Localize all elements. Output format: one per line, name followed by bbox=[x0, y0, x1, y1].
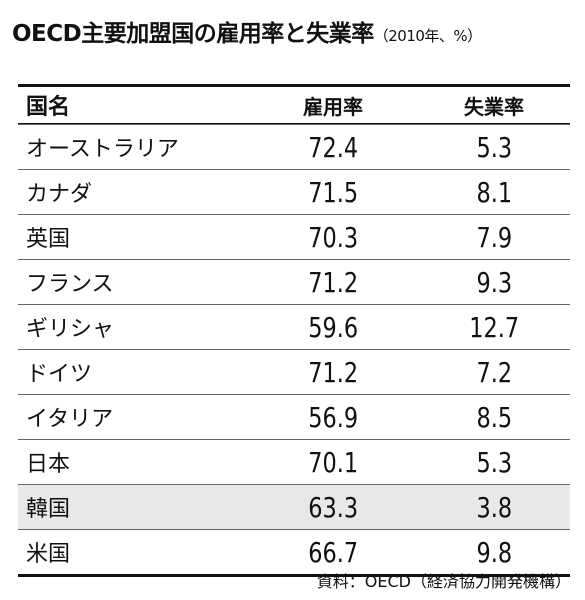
column-header: 失業率 bbox=[464, 94, 524, 119]
table-row: ドイツ 71.2 7.2 bbox=[18, 349, 570, 394]
table-row: ギリシャ 59.6 12.7 bbox=[18, 304, 570, 349]
country-name: 英国 bbox=[26, 227, 71, 252]
table-cell: 56.9 bbox=[218, 401, 398, 434]
cell-value: 66.7 bbox=[308, 535, 358, 569]
country-name: ギリシャ bbox=[26, 317, 115, 342]
cell-value: 8.5 bbox=[476, 400, 512, 434]
cell-value: 3.8 bbox=[476, 490, 512, 524]
table-cell: ギリシャ bbox=[18, 311, 218, 343]
cell-value: 9.8 bbox=[476, 535, 512, 569]
table-row: フランス 71.2 9.3 bbox=[18, 259, 570, 304]
country-name: オーストラリア bbox=[26, 137, 179, 162]
table-cell: 66.7 bbox=[218, 536, 398, 569]
cell-value: 9.3 bbox=[476, 265, 512, 299]
column-header: 国名 bbox=[26, 95, 71, 120]
cell-value: 7.9 bbox=[476, 220, 512, 254]
cell-value: 63.3 bbox=[308, 490, 358, 524]
cell-value: 5.3 bbox=[476, 445, 512, 479]
table-row: 日本 70.1 5.3 bbox=[18, 439, 570, 484]
table-cell: カナダ bbox=[18, 176, 218, 208]
country-name: カナダ bbox=[26, 182, 93, 207]
table-cell: フランス bbox=[18, 266, 218, 298]
cell-value: 71.5 bbox=[308, 175, 358, 209]
table-row: イタリア 56.9 8.5 bbox=[18, 394, 570, 439]
table-cell: 5.3 bbox=[398, 131, 570, 164]
country-name: 日本 bbox=[26, 452, 71, 477]
cell-value: 8.1 bbox=[476, 175, 512, 209]
table-row: オーストラリア 72.4 5.3 bbox=[18, 124, 570, 169]
table-cell: 英国 bbox=[18, 221, 218, 253]
title-block: OECD主要加盟国の雇用率と失業率（2010年、%） bbox=[12, 14, 482, 48]
table-cell: 韓国 bbox=[18, 491, 218, 523]
source: 資料：OECD（経済協力開発機構） bbox=[316, 572, 571, 591]
cell-value: 71.2 bbox=[308, 265, 358, 299]
table-row: カナダ 71.5 8.1 bbox=[18, 169, 570, 214]
country-name: フランス bbox=[26, 272, 114, 297]
table-cell: オーストラリア bbox=[18, 131, 218, 163]
cell-value: 59.6 bbox=[308, 310, 358, 344]
table-cell: 63.3 bbox=[218, 491, 398, 524]
table-cell: 71.2 bbox=[218, 356, 398, 389]
table-cell: イタリア bbox=[18, 401, 218, 433]
country-name: 韓国 bbox=[26, 497, 71, 522]
table-row: 韓国 63.3 3.8 bbox=[18, 484, 570, 529]
cell-value: 71.2 bbox=[308, 355, 358, 389]
table-cell: 5.3 bbox=[398, 446, 570, 479]
table-cell: 米国 bbox=[18, 536, 218, 568]
table-cell: 9.8 bbox=[398, 536, 570, 569]
table-cell: 8.5 bbox=[398, 401, 570, 434]
country-name: ドイツ bbox=[26, 362, 93, 387]
country-name: イタリア bbox=[26, 407, 114, 432]
cell-value: 70.1 bbox=[308, 445, 358, 479]
table-cell: 8.1 bbox=[398, 176, 570, 209]
cell-value: 56.9 bbox=[308, 400, 358, 434]
table-cell: 7.2 bbox=[398, 356, 570, 389]
table: 国名 雇用率 失業率オーストラリア 72.4 5.3 カナダ 71.5 8.1 英国 70.3 7.… bbox=[18, 84, 570, 577]
table-cell: 70.1 bbox=[218, 446, 398, 479]
title: OECD主要加盟国の雇用率と失業率 bbox=[12, 21, 374, 47]
table-cell: 7.9 bbox=[398, 221, 570, 254]
subtitle: （2010年、%） bbox=[373, 27, 482, 45]
table-cell: 71.5 bbox=[218, 176, 398, 209]
table-cell: 9.3 bbox=[398, 266, 570, 299]
table-cell: 71.2 bbox=[218, 266, 398, 299]
table-cell: 12.7 bbox=[398, 311, 570, 344]
table-cell: ドイツ bbox=[18, 356, 218, 388]
cell-value: 12.7 bbox=[469, 310, 519, 344]
table-cell: 72.4 bbox=[218, 131, 398, 164]
cell-value: 70.3 bbox=[308, 220, 358, 254]
country-name: 米国 bbox=[26, 542, 71, 567]
cell-value: 5.3 bbox=[476, 130, 512, 164]
table-cell: 70.3 bbox=[218, 221, 398, 254]
table-cell: 59.6 bbox=[218, 311, 398, 344]
table-cell: 3.8 bbox=[398, 491, 570, 524]
table-row: 英国 70.3 7.9 bbox=[18, 214, 570, 259]
table-cell: 日本 bbox=[18, 446, 218, 478]
table-row: 米国 66.7 9.8 bbox=[18, 529, 570, 574]
column-header: 雇用率 bbox=[303, 94, 363, 119]
cell-value: 7.2 bbox=[476, 355, 512, 389]
header-row: 国名 雇用率 失業率 bbox=[18, 87, 570, 124]
cell-value: 72.4 bbox=[308, 130, 358, 164]
